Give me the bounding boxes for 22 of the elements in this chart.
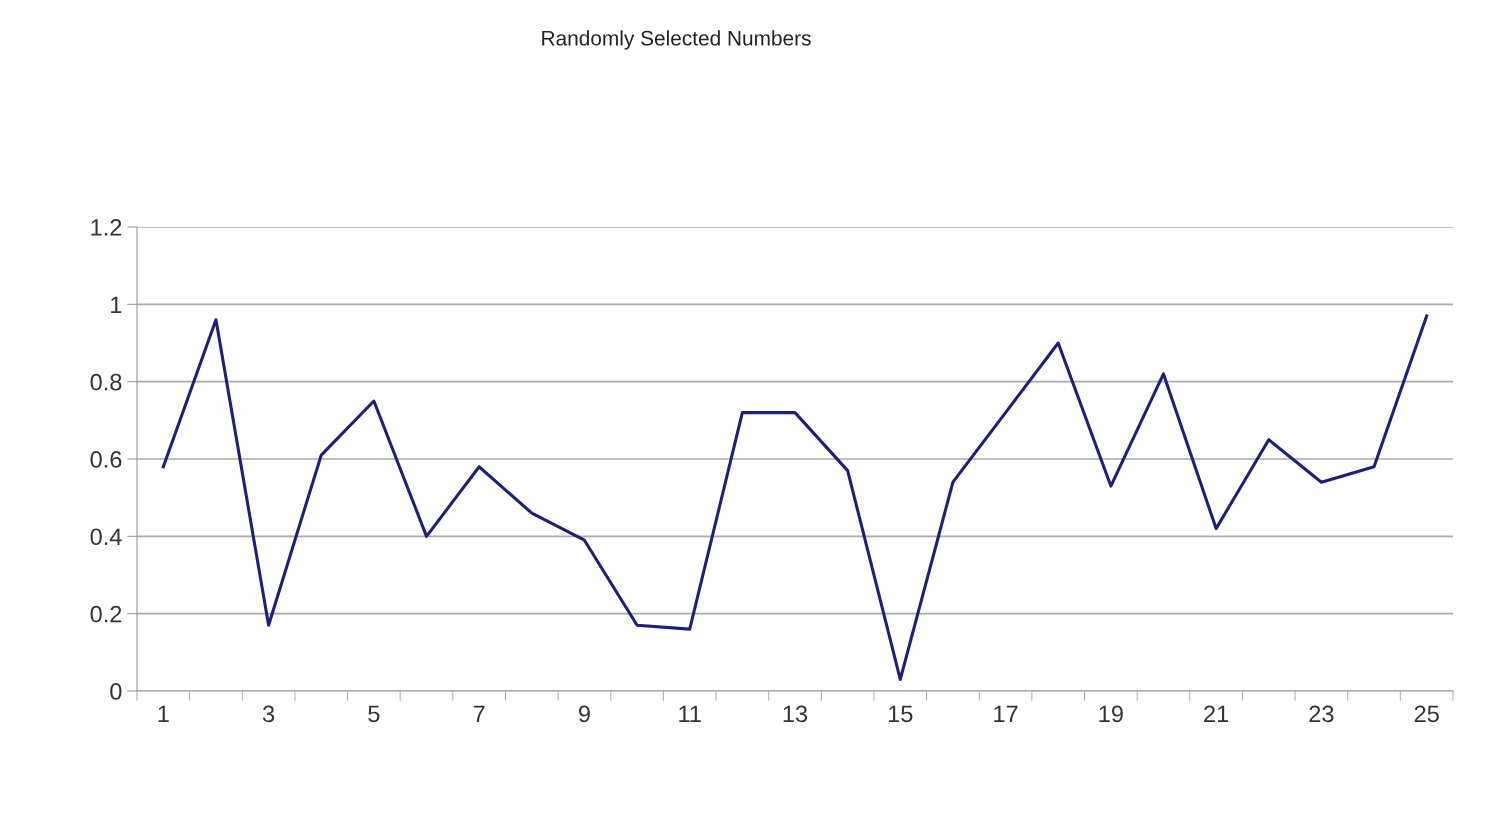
- x-tick-label: 3: [262, 705, 275, 723]
- y-tick-label: 0: [110, 683, 122, 700]
- y-tick-label: 1: [111, 296, 122, 313]
- line-series: [161, 314, 1429, 681]
- x-tick-label: 11: [679, 705, 701, 722]
- x-tick-label: 5: [368, 705, 380, 723]
- y-tick-label: 0.2: [90, 605, 122, 623]
- x-tick-label: 13: [783, 705, 808, 723]
- chart-title: Randomly Selected Numbers: [542, 30, 811, 50]
- x-tick-label: 7: [473, 705, 485, 722]
- x-tick-label: 1: [158, 705, 169, 722]
- y-tick-label: 0.4: [90, 528, 122, 546]
- x-tick-label: 25: [1414, 705, 1439, 723]
- x-tick-label: 17: [994, 705, 1018, 722]
- x-tick-label: 19: [1099, 705, 1123, 723]
- x-tick-label: 21: [1204, 705, 1229, 722]
- y-tick-label: 0.6: [90, 451, 122, 468]
- x-tick-label: 9: [578, 705, 590, 723]
- y-tick-label: 0.8: [90, 373, 122, 391]
- y-tick-label: 1.2: [91, 219, 122, 236]
- x-tick-label: 23: [1309, 705, 1334, 723]
- x-tick-label: 15: [888, 705, 913, 723]
